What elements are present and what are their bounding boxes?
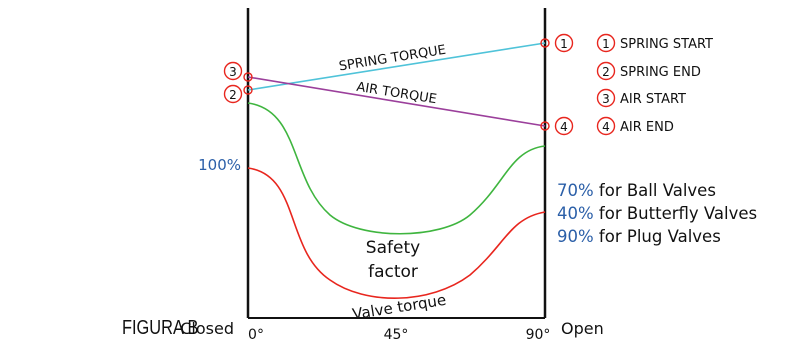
marker-point-4 <box>540 121 550 131</box>
valve-notes: 70% for Ball Valves 40% for Butterfly Va… <box>557 181 757 246</box>
air-torque-line <box>247 76 546 127</box>
valve-note-ball-pct: 70% <box>557 181 594 200</box>
tick-45-label: 45° <box>384 327 409 343</box>
callout-2-num: 2 <box>229 88 237 102</box>
marker-point-2 <box>243 85 253 95</box>
safety-curve <box>247 102 546 235</box>
marker-point-1 <box>540 38 550 48</box>
tick-90-label: 90° <box>526 327 551 343</box>
legend-2-num: 2 <box>602 65 610 79</box>
valve-note-butterfly-pct: 40% <box>557 204 594 223</box>
callout-3-num: 3 <box>229 65 237 79</box>
callout-1-circle <box>554 33 574 53</box>
safety-factor-label-2: factor <box>368 262 418 282</box>
spring-torque-line <box>247 42 546 91</box>
callout-4-circle <box>554 116 574 136</box>
callout-3-circle <box>223 61 243 81</box>
valve-note-ball: 70% for Ball Valves <box>557 181 716 200</box>
air-torque-label: AIR TORQUE <box>355 80 437 107</box>
safety-factor-label-1: Safety <box>366 238 420 258</box>
legend-1-text: SPRING START <box>620 37 713 52</box>
legend-item-1: 1 SPRING START <box>596 33 713 53</box>
legend-3-circle <box>596 88 616 108</box>
valve-torque-curve <box>247 167 546 299</box>
legend-3-text: AIR START <box>620 92 686 107</box>
legend-1-num: 1 <box>602 37 610 51</box>
legend-item-2: 2 SPRING END <box>596 61 701 81</box>
legend: 1 SPRING START 2 SPRING END 3 AIR START … <box>596 33 713 136</box>
legend-1-circle <box>596 33 616 53</box>
marker-point-3 <box>243 72 253 82</box>
callout-1-num: 1 <box>560 37 568 51</box>
valve-note-ball-text: for Ball Valves <box>594 181 716 200</box>
closed-label: Closed <box>180 319 234 338</box>
valve-note-butterfly-text: for Butterfly Valves <box>594 204 757 223</box>
valve-note-plug: 90% for Plug Valves <box>557 227 721 246</box>
legend-2-text: SPRING END <box>620 65 701 80</box>
spring-torque-label: SPRING TORQUE <box>338 43 447 75</box>
legend-4-text: AIR END <box>620 120 674 135</box>
callout-2-circle <box>223 84 243 104</box>
legend-3-num: 3 <box>602 92 610 106</box>
hundred-percent-label: 100% <box>198 156 241 174</box>
legend-item-4: 4 AIR END <box>596 116 674 136</box>
open-label: Open <box>561 319 604 338</box>
valve-note-plug-pct: 90% <box>557 227 594 246</box>
figure-label: FIGURA B <box>122 315 198 338</box>
legend-4-circle <box>596 116 616 136</box>
valve-note-butterfly: 40% for Butterfly Valves <box>557 204 757 223</box>
legend-item-3: 3 AIR START <box>596 88 686 108</box>
tick-0-label: 0° <box>248 327 264 343</box>
valve-note-plug-text: for Plug Valves <box>594 227 721 246</box>
callout-4-num: 4 <box>560 120 568 134</box>
legend-2-circle <box>596 61 616 81</box>
legend-4-num: 4 <box>602 120 610 134</box>
